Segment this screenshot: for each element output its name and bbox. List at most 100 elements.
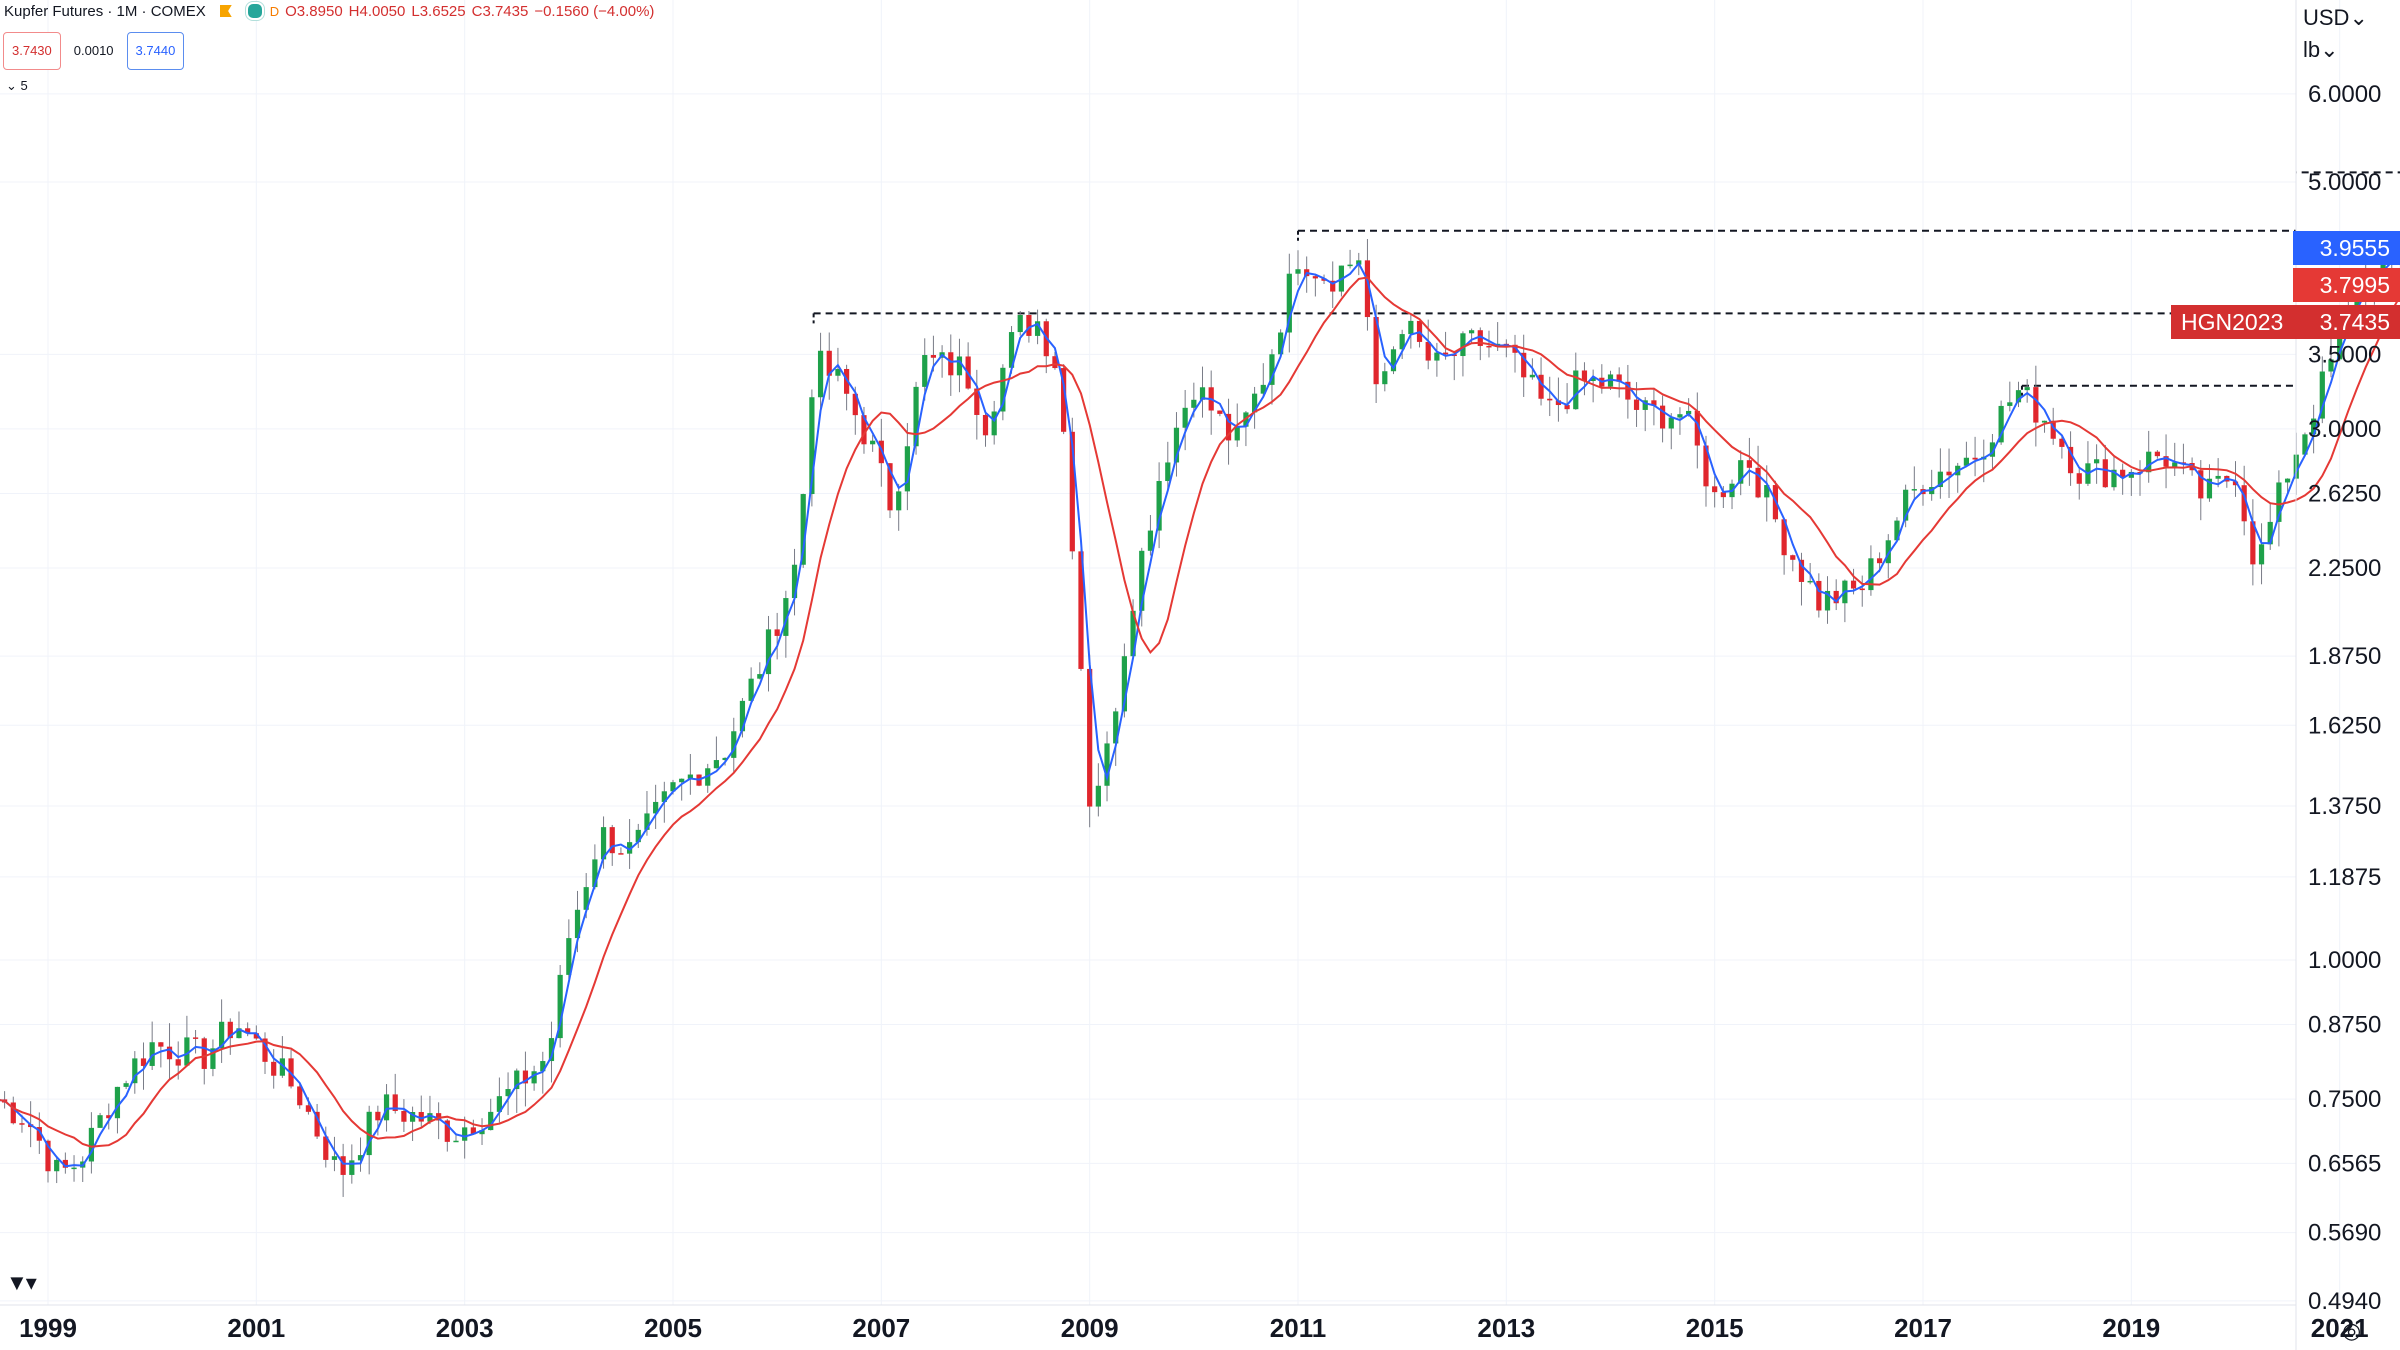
candle-body <box>409 1112 416 1122</box>
candle-body <box>1052 356 1058 369</box>
candle-body <box>1581 370 1588 382</box>
candle-body <box>1034 321 1041 336</box>
candle-body <box>1399 334 1405 350</box>
candle-body <box>1121 656 1127 712</box>
candle-body <box>158 1042 164 1047</box>
candle-body <box>1859 588 1865 591</box>
candle-body <box>1694 410 1700 446</box>
candle-body <box>1147 530 1154 551</box>
candle-body <box>1191 399 1197 408</box>
time-tick-label: 2005 <box>644 1313 702 1343</box>
candle-body <box>1659 405 1666 429</box>
candle-body <box>349 1160 355 1175</box>
candle-body <box>739 700 746 732</box>
candle-body <box>1104 743 1110 786</box>
candle-body <box>731 731 737 758</box>
time-tick-label: 2003 <box>436 1313 494 1343</box>
candle-body <box>861 415 867 445</box>
currency-label[interactable]: USD⌄ <box>2303 5 2368 30</box>
candle-body <box>2007 402 2013 406</box>
candle-body <box>2094 459 2100 464</box>
price-tick-label: 6.0000 <box>2308 81 2381 108</box>
candle-body <box>1703 445 1709 487</box>
candle-body <box>574 909 581 939</box>
ma-fast-price-tag: 3.9555 <box>2293 231 2400 265</box>
candle-body <box>1469 330 1475 334</box>
legend-low: L3.6525 <box>411 2 466 20</box>
candle-body <box>114 1086 121 1119</box>
candle-body <box>2258 544 2265 565</box>
candle-body <box>922 355 928 387</box>
candle-body <box>1798 559 1805 582</box>
candle-body <box>479 1130 485 1135</box>
last-price-tag: 3.7435 <box>2293 305 2400 339</box>
candle-body <box>713 760 720 769</box>
legend-close: C3.7435 <box>471 2 529 20</box>
candle-body <box>774 629 780 636</box>
candle-body <box>166 1046 173 1060</box>
candle-body <box>1008 332 1015 368</box>
interval-badge[interactable]: D <box>269 3 280 19</box>
candle-body <box>10 1102 16 1124</box>
candle-body <box>418 1112 424 1122</box>
candle-body <box>1668 417 1674 429</box>
currency-selector[interactable]: USD⌄ lb⌄ <box>2303 2 2368 66</box>
candle-body <box>826 350 832 376</box>
candle-body <box>1078 551 1084 669</box>
candle-body <box>514 1070 520 1090</box>
candle-body <box>340 1156 346 1175</box>
candle-body <box>1651 400 1657 406</box>
candle-body <box>1130 610 1136 657</box>
candle-body <box>1286 273 1292 333</box>
flag-icon[interactable] <box>219 5 232 17</box>
candle-body <box>1460 333 1466 357</box>
candle-body <box>444 1120 450 1142</box>
candle-body <box>1512 344 1518 353</box>
indicators-toggle[interactable]: ⌄ 5 <box>6 78 28 93</box>
price-tick-label: 0.8750 <box>2308 1012 2381 1039</box>
candle-body <box>1764 485 1770 498</box>
candle-body <box>583 887 589 910</box>
candle-body <box>1781 519 1787 556</box>
bid-button[interactable]: 3.7430 <box>3 32 61 70</box>
price-tick-label: 1.8750 <box>2308 643 2381 670</box>
candle-body <box>1850 580 1857 589</box>
candle-body <box>644 813 650 830</box>
candle-body <box>1547 398 1553 401</box>
candle-body <box>366 1111 372 1156</box>
legend-open: O3.8950 <box>285 2 343 20</box>
candle-body <box>635 829 641 843</box>
candle-body <box>930 355 937 358</box>
candle-body <box>1442 352 1449 355</box>
candle-body <box>1564 405 1570 410</box>
unit-label[interactable]: lb⌄ <box>2303 37 2339 62</box>
candle-body <box>2337 328 2343 360</box>
legend-change: −0.1560 (−4.00%) <box>534 2 655 20</box>
candle-body <box>1521 352 1527 378</box>
symbol-tag: HGN2023 <box>2171 305 2294 339</box>
candle-body <box>1963 457 1970 466</box>
candle-body <box>496 1096 502 1112</box>
candle-body <box>106 1115 112 1119</box>
candle-body <box>2076 473 2082 484</box>
candle-body <box>1746 460 1752 468</box>
candle-body <box>2111 469 2117 488</box>
candle-body <box>245 1028 251 1034</box>
candle-body <box>1173 427 1180 463</box>
candle-body <box>1642 400 1648 410</box>
candle-body <box>1087 668 1093 807</box>
candle-body <box>2250 521 2256 565</box>
price-tick-label: 5.0000 <box>2308 169 2381 196</box>
candle-body <box>470 1127 476 1135</box>
candle-body <box>1885 540 1891 564</box>
candle-body <box>948 352 954 376</box>
candle-body <box>184 1037 190 1066</box>
ask-button[interactable]: 3.7440 <box>126 32 185 70</box>
spread-value: 0.0010 <box>64 32 123 70</box>
candle-body <box>1686 410 1692 415</box>
settings-icon[interactable]: ◎ <box>2342 1318 2362 1343</box>
market-status-icon[interactable] <box>245 2 264 20</box>
candle-body <box>2128 471 2134 478</box>
time-tick-label: 2011 <box>1270 1313 1326 1343</box>
